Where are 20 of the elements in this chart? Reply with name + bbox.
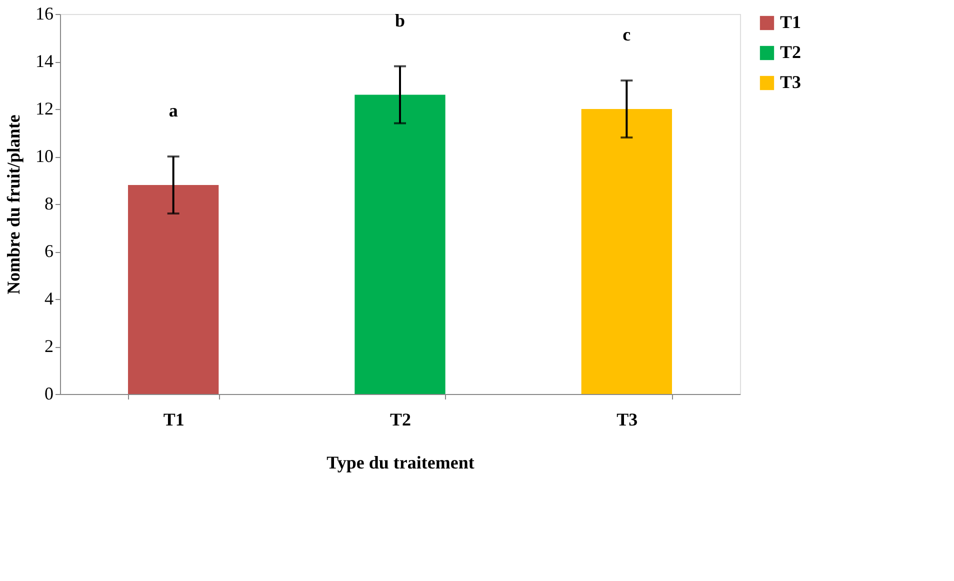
annotation: b [394,10,406,30]
legend-label: T1 [780,12,802,32]
y-tick-label: 10 [36,146,54,166]
legend-label: T3 [780,72,802,92]
y-tick-label: 0 [44,384,54,404]
y-axis-title: Nombre du fruit/plante [4,114,24,294]
x-tick-label: T1 [163,410,184,430]
y-tick-label: 4 [44,288,54,308]
y-tick-label: 6 [44,241,54,261]
y-tick-label: 8 [44,194,54,214]
y-tick-label: 12 [36,98,54,118]
annotation: c [622,24,631,44]
y-tick-label: 2 [44,336,54,356]
x-tick-label: T2 [390,410,412,430]
legend-label: T2 [780,42,802,62]
annotation: a [168,100,178,120]
y-tick-label: 14 [36,51,54,71]
x-tick-label: T3 [616,410,638,430]
y-tick-label: 16 [36,4,54,24]
x-axis-title: Type du traitement [326,452,474,472]
